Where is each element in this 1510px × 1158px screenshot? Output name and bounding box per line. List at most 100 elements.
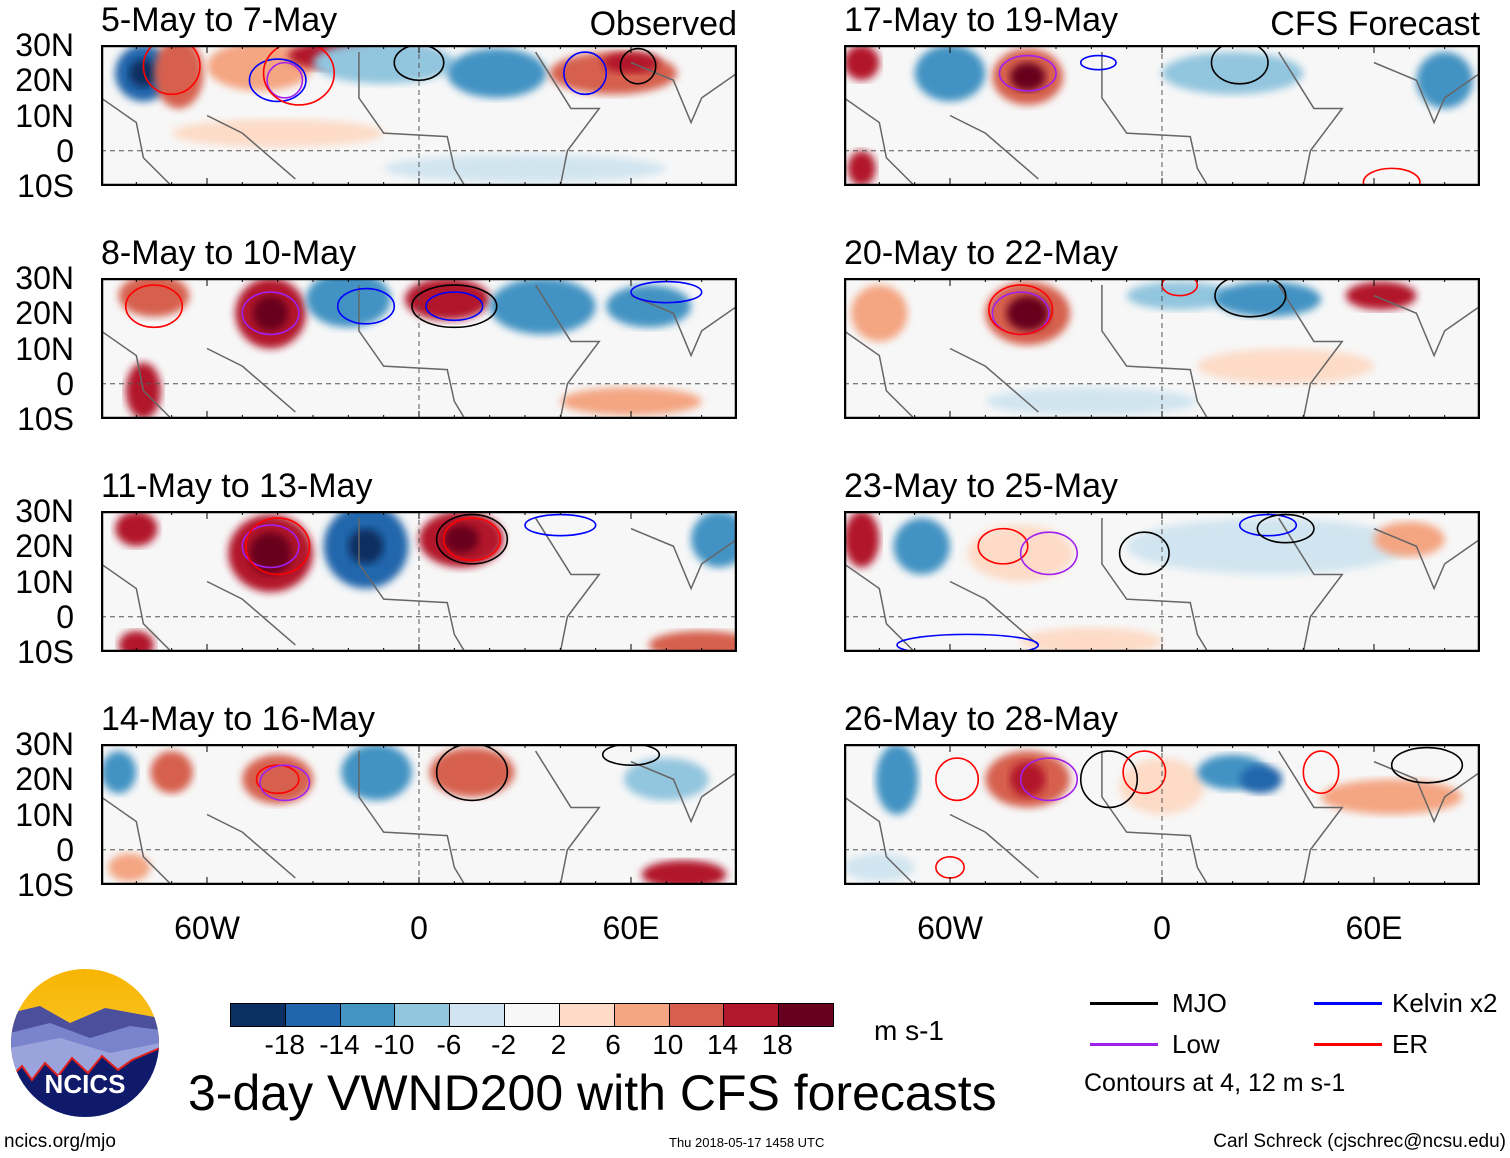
wave-contour (1019, 531, 1079, 576)
contour-note: Contours at 4, 12 m s-1 (1084, 1069, 1346, 1097)
lon-tick-label: 60E (1345, 910, 1403, 946)
colorbar-tick-label: -18 (264, 1029, 305, 1060)
footer-timestamp: Thu 2018-05-17 1458 UTC (669, 1135, 825, 1150)
anomaly-region (914, 45, 986, 102)
coastline (844, 284, 1480, 419)
colorbar-swatch (231, 1004, 285, 1026)
panel-title: 14-May to 16-May (101, 700, 375, 738)
colorbar-swatch (394, 1004, 450, 1026)
colorbar-tick-label: 2 (550, 1029, 567, 1060)
anomaly-region (691, 511, 737, 568)
lat-tick-label: 10S (17, 634, 74, 670)
anomaly-region (252, 295, 289, 331)
lat-tick-label: 0 (56, 365, 74, 402)
lat-tick-label: 30N (15, 726, 74, 762)
anomaly-region (341, 744, 412, 801)
anomaly-region (1010, 62, 1046, 91)
wave-contour (1390, 746, 1464, 784)
wave-contour (241, 524, 300, 569)
coastline (844, 51, 1480, 186)
panel-title: 20-May to 22-May (844, 234, 1118, 272)
wave-contour (262, 45, 335, 106)
anomaly-region (115, 511, 158, 547)
lon-tick-label: 0 (1153, 910, 1171, 946)
wave-contour (142, 45, 201, 96)
wave-contour (977, 527, 1029, 565)
colorbar-swatch (284, 1004, 340, 1026)
colorbar-swatch (558, 1004, 614, 1026)
colorbar (230, 1003, 834, 1027)
wave-contour (601, 744, 661, 766)
wave-contour (1214, 278, 1287, 318)
colorbar-tick-label: 18 (761, 1029, 793, 1060)
footer-url[interactable]: ncics.org/mjo (4, 1131, 116, 1152)
anomaly-region (489, 278, 596, 335)
anomaly-region (108, 853, 151, 882)
wave-contour (266, 61, 304, 99)
anomaly-region (560, 387, 702, 416)
lat-tick-label: 10S (17, 867, 74, 903)
figure-title: 3-day VWND200 with CFS forecasts (188, 1065, 997, 1121)
coastline (844, 517, 1480, 652)
wave-contour (259, 764, 311, 802)
anomaly-region (101, 751, 137, 794)
anomaly-region (305, 278, 391, 328)
footer-author: Carl Schreck (cjschrec@ncsu.edu) (1213, 1131, 1506, 1152)
panel-title: 5-May to 7-May (101, 1, 338, 39)
legend-er-line (1314, 1043, 1382, 1046)
anomaly-region (1010, 761, 1046, 797)
legend-mjo-line (1090, 1002, 1158, 1005)
wave-contour (425, 291, 484, 322)
legend-mjo-label: MJO (1172, 988, 1227, 1018)
lat-tick-label: 10S (17, 168, 74, 204)
colorbar-swatch (778, 1004, 833, 1026)
panel-title: 23-May to 25-May (844, 467, 1118, 505)
anomaly-region (348, 528, 384, 564)
wave-contour (1118, 531, 1170, 576)
wave-contour (988, 284, 1054, 336)
lat-tick-label: 10N (15, 563, 74, 600)
legend-kelvin-line (1314, 1002, 1382, 1005)
wave-contour (998, 54, 1057, 92)
coastline (101, 284, 737, 419)
anomaly-region (1126, 518, 1410, 575)
lat-tick-label: 20N (15, 761, 74, 798)
lat-tick-label: 10N (15, 330, 74, 367)
anomaly-region (150, 751, 193, 794)
wave-contour (1079, 750, 1139, 809)
colorbar-tick-label: -10 (373, 1029, 415, 1060)
wave-contour (241, 291, 300, 336)
anomaly-region (171, 119, 384, 148)
wave-contour (1122, 750, 1167, 795)
wave-contour (563, 51, 608, 96)
lon-tick-label: 0 (410, 910, 428, 946)
colorbar-tick-label: 14 (706, 1029, 739, 1060)
colorbar-tick-label: 10 (652, 1029, 684, 1060)
map-panel-5-may-to-7-may (101, 45, 737, 186)
map-panel-11-may-to-13-may (101, 511, 737, 652)
wave-contour (1210, 45, 1269, 85)
legend-low-line (1090, 1043, 1158, 1046)
map-panel-20-may-to-22-may (844, 278, 1480, 419)
anomaly-region (443, 525, 480, 554)
anomaly-region (383, 154, 667, 183)
map-panel-14-may-to-16-may (101, 744, 737, 885)
wave-contour (896, 633, 1040, 652)
anomaly-region (875, 744, 919, 815)
anomaly-region (623, 758, 709, 801)
colorbar-swatch (613, 1004, 669, 1026)
lon-tick-label: 60W (174, 910, 240, 946)
anomaly-region (844, 45, 880, 81)
colorbar-tick-label: -14 (319, 1029, 360, 1060)
anomaly-region (429, 747, 515, 797)
coastline (101, 517, 737, 652)
lat-tick-label: 20N (15, 295, 74, 332)
coastline (101, 750, 737, 885)
anomaly-region (447, 48, 547, 98)
anomaly-region (1215, 281, 1321, 317)
wave-contour (1302, 750, 1340, 795)
anomaly-region (847, 150, 876, 186)
ncics-logo: NCICS (11, 969, 159, 1117)
anomaly-region (249, 532, 292, 575)
coastline (101, 51, 737, 186)
